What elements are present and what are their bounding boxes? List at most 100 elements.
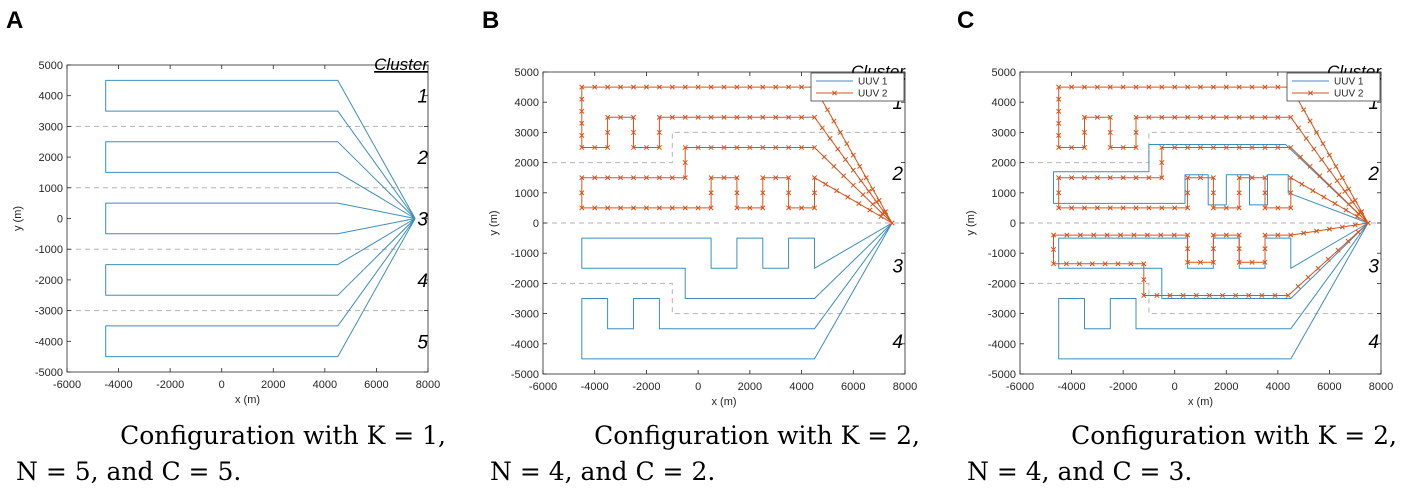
series-line-uuv1 [105, 218, 416, 358]
x-axis-label: x (m) [1188, 396, 1213, 408]
x-tick-label: 2000 [261, 379, 285, 391]
series-marker-uuv2 [1295, 283, 1301, 289]
series-marker-uuv2 [579, 108, 585, 114]
x-tick-label: -4000 [581, 381, 609, 393]
series-marker-uuv2 [695, 144, 701, 151]
series-marker-uuv2 [821, 154, 827, 160]
series-marker-uuv2 [605, 114, 611, 120]
x-tick-label: 0 [1172, 381, 1178, 393]
series-marker-uuv2 [630, 129, 637, 135]
series-marker-uuv2 [605, 205, 611, 211]
series-marker-uuv2 [1210, 190, 1216, 196]
cluster-label: 3 [1368, 256, 1379, 277]
cluster-label: 4 [1368, 332, 1379, 353]
panel-letter: A [6, 7, 23, 34]
series-marker-uuv2 [579, 205, 585, 211]
series-marker-uuv2 [1056, 144, 1062, 151]
y-tick-label: -1000 [988, 248, 1016, 260]
series-marker-uuv2 [1056, 84, 1062, 90]
series-marker-uuv2 [1275, 144, 1281, 151]
series-marker-uuv2 [1249, 259, 1255, 265]
series-marker-uuv2 [1180, 292, 1186, 299]
series-marker-uuv2 [1365, 220, 1371, 226]
legend-label: UUV 2 [858, 89, 888, 100]
cluster-label: 1 [417, 87, 428, 108]
series-marker-uuv2 [1102, 261, 1108, 267]
series-marker-uuv2 [1355, 211, 1361, 217]
series-marker-uuv2 [1262, 190, 1268, 196]
series-marker-uuv2 [760, 84, 766, 90]
series-marker-uuv2 [1297, 154, 1303, 160]
x-axis-label: x (m) [711, 396, 736, 408]
series-marker-uuv2 [1146, 175, 1152, 181]
y-tick-label: 2000 [515, 158, 539, 170]
series-marker-uuv2 [1185, 205, 1191, 211]
caption-a: Configuration with K = 1, N = 5, and C =… [16, 418, 446, 490]
x-tick-label: 0 [219, 379, 225, 391]
series-marker-uuv2 [1133, 84, 1139, 90]
series-marker-uuv2 [1107, 144, 1113, 151]
series-marker-uuv2 [1301, 230, 1307, 236]
series-marker-uuv2 [1120, 205, 1126, 211]
x-tick-label: -6000 [53, 379, 81, 391]
series-marker-uuv2 [786, 190, 792, 196]
chart-panel-c: C -6000 -4000 -2000 0 2000 4000 6000 8000 -5000 -4… [957, 7, 1393, 408]
series-marker-uuv2 [1326, 167, 1332, 173]
series-marker-uuv2 [1159, 160, 1165, 166]
series-marker-uuv2 [850, 167, 856, 173]
x-tick-label: 6000 [841, 381, 865, 393]
series-marker-uuv2 [1107, 114, 1113, 120]
series-marker-uuv2 [1094, 175, 1100, 181]
y-tick-label: -3000 [511, 309, 539, 321]
series-marker-uuv2 [1146, 114, 1152, 120]
series-line-uuv1 [581, 222, 893, 299]
y-tick-label: -4000 [988, 339, 1016, 351]
series-marker-uuv2 [708, 205, 714, 211]
series-marker-uuv2 [837, 129, 843, 135]
series-marker-uuv2 [1081, 114, 1088, 120]
series-marker-uuv2 [811, 175, 818, 181]
series-marker-uuv2 [1354, 213, 1360, 220]
series-marker-uuv2 [721, 114, 727, 120]
series-marker-uuv2 [1326, 226, 1332, 232]
series-marker-uuv2 [1355, 229, 1361, 235]
series-marker-uuv2 [879, 211, 885, 217]
series-marker-uuv2 [1249, 144, 1255, 151]
caption-b-line-2: N = 4, and C = 2. [490, 457, 716, 486]
series-marker-uuv2 [1107, 84, 1113, 90]
series-line-uuv1 [105, 141, 416, 219]
series-marker-uuv2 [695, 205, 701, 211]
x-tick-label: -2000 [156, 379, 184, 391]
series-marker-uuv2 [1104, 232, 1110, 238]
series-marker-uuv2 [1236, 144, 1242, 151]
series-marker-uuv2 [1285, 292, 1291, 299]
series-marker-uuv2 [773, 84, 779, 90]
panel-letter: B [482, 7, 499, 34]
series-marker-uuv2 [734, 114, 740, 120]
series-marker-uuv2 [1236, 259, 1242, 265]
series-marker-uuv2 [1056, 190, 1062, 196]
legend-label: UUV 1 [1334, 77, 1364, 88]
series-marker-uuv2 [1069, 144, 1075, 151]
series-marker-uuv2 [734, 175, 740, 181]
series-marker-uuv2 [1185, 190, 1191, 196]
series-marker-uuv2 [1210, 144, 1216, 151]
series-marker-uuv2 [1091, 232, 1097, 238]
y-tick-label: 5000 [515, 67, 539, 79]
series-marker-uuv2 [1335, 247, 1341, 253]
series-marker-uuv2 [721, 175, 727, 181]
series-marker-uuv2 [682, 160, 688, 166]
series-marker-uuv2 [1141, 261, 1147, 267]
y-tick-label: 3000 [39, 121, 63, 133]
series-marker-uuv2 [1107, 205, 1113, 211]
series-marker-uuv2 [1107, 129, 1113, 135]
series-marker-uuv2 [1133, 175, 1139, 181]
series-marker-uuv2 [1094, 84, 1100, 90]
series-marker-uuv2 [1154, 292, 1160, 299]
series-marker-uuv2 [1172, 205, 1178, 211]
series-marker-uuv2 [760, 114, 766, 120]
series-marker-uuv2 [656, 84, 662, 90]
series-marker-uuv2 [760, 205, 766, 211]
cluster-label: 5 [417, 332, 428, 353]
chart-panel-b: B -6000 -4000 -2000 0 2000 4000 6000 8000 -5000 -4… [482, 7, 917, 408]
